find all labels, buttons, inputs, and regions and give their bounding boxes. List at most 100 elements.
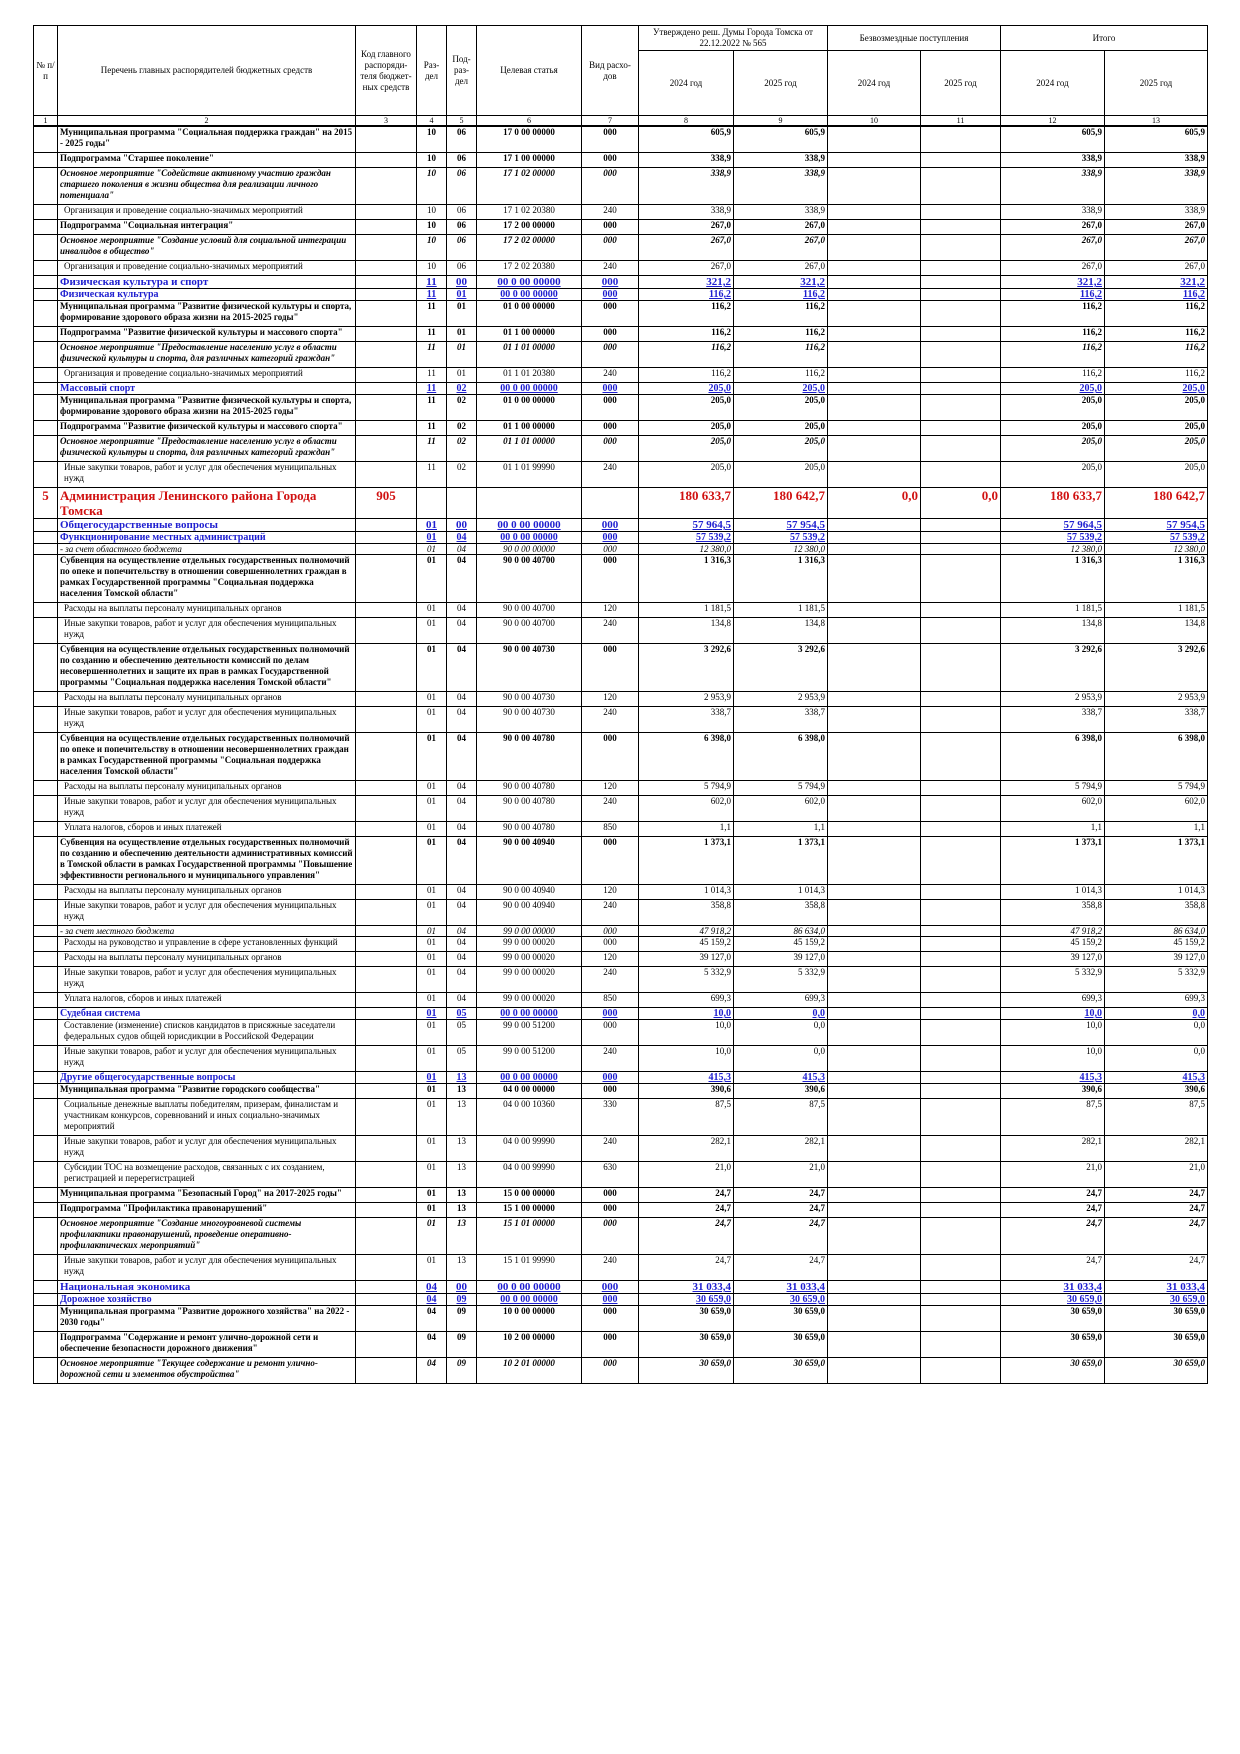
table-cell [920,275,1001,289]
table-cell: 000 [581,1305,639,1332]
column-number: 4 [416,115,447,127]
table-row: Муниципальная программа "Развитие дорожн… [33,1305,1208,1332]
table-row: Иные закупки товаров, работ и услуг для … [33,1135,1208,1162]
table-cell: 01 [416,795,447,822]
table-cell [920,1357,1001,1384]
table-cell: 000 [581,1007,639,1020]
table-cell [355,326,417,342]
table-cell: 321,2 [638,275,734,289]
row-name: Иные закупки товаров, работ и услуг для … [57,966,356,993]
table-cell [920,167,1001,205]
table-cell: 850 [581,992,639,1008]
table-cell: 000 [581,1071,639,1084]
header-cell: Итого [1000,25,1208,51]
table-cell: 00 0 00 00000 [476,518,582,532]
column-number-row: 1 2 3 4 5 6 7 8 9 10 11 12 13 [33,115,1208,127]
table-cell: 02 [446,420,477,436]
table-row: Подпрограмма "Содержание и ремонт улично… [33,1331,1208,1358]
table-cell [827,382,921,395]
table-cell: 04 [446,836,477,885]
table-cell: 01 [416,1045,447,1072]
table-cell [476,487,582,519]
table-cell [920,1202,1001,1218]
table-cell [355,1293,417,1306]
table-cell: 15 0 00 00000 [476,1187,582,1203]
table-cell: 90 0 00 40700 [476,602,582,618]
table-row: Основное мероприятие "Предоставление нас… [33,341,1208,368]
row-name: Иные закупки товаров, работ и услуг для … [57,706,356,733]
table-cell [920,966,1001,993]
table-cell: 99 0 00 51200 [476,1019,582,1046]
table-cell: 134,8 [638,617,734,644]
table-cell: 10,0 [638,1019,734,1046]
table-cell [33,152,58,168]
table-cell: 01 0 00 00000 [476,300,582,327]
table-cell: 1 014,3 [638,884,734,900]
table-cell: 0,0 [1104,1045,1208,1072]
table-cell: 04 [416,1293,447,1306]
table-cell: 11 [416,394,447,421]
table-cell [33,706,58,733]
table-cell: 30 659,0 [1104,1305,1208,1332]
table-cell: 01 [416,543,447,555]
table-row: 5 Администрация Ленинского района Города … [33,487,1208,519]
table-cell: 30 659,0 [638,1293,734,1306]
table-cell: 390,6 [733,1083,828,1099]
table-cell [920,531,1001,544]
table-cell: 04 [446,884,477,900]
table-cell [33,1019,58,1046]
table-cell: 24,7 [733,1254,828,1281]
row-name: Подпрограмма "Социальная интеграция" [57,219,356,235]
row-name: Уплата налогов, сборов и иных платежей [57,821,356,837]
table-cell [33,1331,58,1358]
table-cell: 000 [581,518,639,532]
table-cell: 000 [581,382,639,395]
table-cell: 04 [446,951,477,967]
row-name: Субвенция на осуществление отдельных гос… [57,554,356,603]
table-cell [33,643,58,692]
table-cell: 04 [446,706,477,733]
table-cell: 358,8 [1104,899,1208,926]
table-cell [33,1083,58,1099]
table-cell [355,992,417,1008]
table-cell: 09 [446,1331,477,1358]
table-cell: 24,7 [1000,1202,1105,1218]
table-cell: 24,7 [1104,1254,1208,1281]
table-cell [355,152,417,168]
table-cell: 01 [416,884,447,900]
table-cell: 01 [416,643,447,692]
table-cell [33,899,58,926]
table-row: Основное мероприятие "Предоставление нас… [33,435,1208,462]
table-cell [827,300,921,327]
table-cell: 12 380,0 [1104,543,1208,555]
table-cell [827,326,921,342]
table-cell: 12 380,0 [1000,543,1105,555]
table-row: Расходы на выплаты персоналу муниципальн… [33,691,1208,707]
table-row: Иные закупки товаров, работ и услуг для … [33,1254,1208,1281]
table-cell [33,1254,58,1281]
table-cell: 90 0 00 40700 [476,554,582,603]
table-cell: 24,7 [1000,1217,1105,1255]
header-cell: Целевая статья [476,25,582,116]
table-cell: 180 642,7 [1104,487,1208,519]
table-cell: 31 033,4 [1000,1280,1105,1294]
table-cell: 10 [416,152,447,168]
table-cell: 116,2 [733,326,828,342]
table-cell: 30 659,0 [733,1305,828,1332]
table-cell: 04 [416,1357,447,1384]
table-cell [33,204,58,220]
table-cell: 1,1 [733,821,828,837]
table-cell: 10 2 00 00000 [476,1331,582,1358]
table-cell [33,925,58,937]
table-cell: 120 [581,602,639,618]
table-row: Организация и проведение социально-значи… [33,204,1208,220]
table-cell [355,275,417,289]
table-cell [33,617,58,644]
table-cell: 01 1 00 00000 [476,326,582,342]
table-cell: 116,2 [1000,300,1105,327]
table-cell [827,732,921,781]
table-cell: 04 [446,992,477,1008]
table-cell [33,936,58,952]
table-cell: 0,0 [827,487,921,519]
